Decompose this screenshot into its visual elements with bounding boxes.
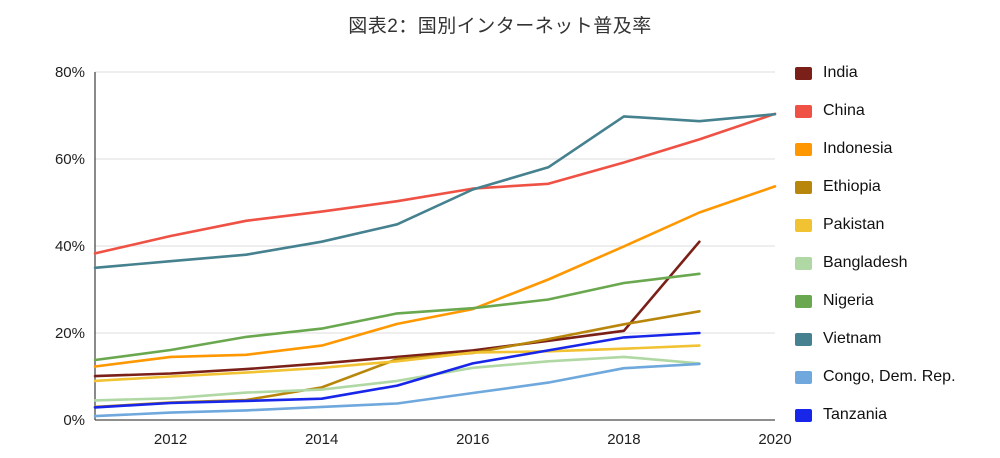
legend-swatch-ethiopia xyxy=(795,180,812,194)
x-tick-label: 2020 xyxy=(758,431,791,448)
legend-label: Nigeria xyxy=(823,292,874,309)
legend-label: Congo, Dem. Rep. xyxy=(823,368,956,385)
legend-item-congo-dem-rep: Congo, Dem. Rep. xyxy=(795,366,998,388)
legend-swatch-vietnam xyxy=(795,332,812,346)
legend-item-pakistan: Pakistan xyxy=(795,214,998,236)
series-line-indonesia xyxy=(93,185,777,368)
series-line-vietnam xyxy=(93,112,777,270)
series-line-congo-dem-rep xyxy=(93,362,701,418)
legend-swatch-china xyxy=(795,104,812,118)
legend-item-india: India xyxy=(795,62,998,84)
legend-label: Tanzania xyxy=(823,406,888,423)
legend-label: Ethiopia xyxy=(823,178,881,195)
legend-swatch-pakistan xyxy=(795,218,812,232)
legend-item-ethiopia: Ethiopia xyxy=(795,176,998,198)
x-tick-label: 2018 xyxy=(607,431,640,448)
series-line-tanzania xyxy=(93,331,701,409)
series-line-ethiopia xyxy=(93,309,701,409)
legend-swatch-tanzania xyxy=(795,408,812,422)
y-tick-label: 60% xyxy=(55,151,85,168)
legend-label: Indonesia xyxy=(823,140,893,157)
legend-swatch-indonesia xyxy=(795,142,812,156)
y-tick-label: 20% xyxy=(55,325,85,342)
legend-swatch-nigeria xyxy=(795,294,812,308)
series-line-nigeria xyxy=(93,272,701,362)
x-tick-label: 2016 xyxy=(456,431,489,448)
legend-label: Vietnam xyxy=(823,330,882,347)
legend-item-indonesia: Indonesia xyxy=(795,138,998,160)
legend-item-nigeria: Nigeria xyxy=(795,290,998,312)
series-line-india xyxy=(93,240,701,378)
legend-label: Pakistan xyxy=(823,216,885,233)
x-tick-label: 2014 xyxy=(305,431,338,448)
chart-title: 図表2：国別インターネット普及率 xyxy=(348,16,652,37)
series-line-china xyxy=(93,112,777,255)
legend-swatch-bangladesh xyxy=(795,256,812,270)
legend: India China Indonesia Ethiopia Pakistan Bangl… xyxy=(795,62,998,426)
legend-item-vietnam: Vietnam xyxy=(795,328,998,350)
series-line-bangladesh xyxy=(93,355,701,402)
series-line-pakistan xyxy=(93,344,701,383)
legend-item-bangladesh: Bangladesh xyxy=(795,252,998,274)
legend-item-tanzania: Tanzania xyxy=(795,404,998,426)
legend-swatch-india xyxy=(795,66,812,80)
legend-label: Bangladesh xyxy=(823,254,908,271)
y-tick-label: 40% xyxy=(55,238,85,255)
x-tick-label: 2012 xyxy=(154,431,187,448)
legend-item-china: China xyxy=(795,100,998,122)
legend-label: China xyxy=(823,102,865,119)
y-tick-label: 80% xyxy=(55,64,85,81)
legend-label: India xyxy=(823,64,858,81)
y-tick-label: 0% xyxy=(63,412,85,429)
legend-swatch-congo-dem-rep xyxy=(795,370,812,384)
